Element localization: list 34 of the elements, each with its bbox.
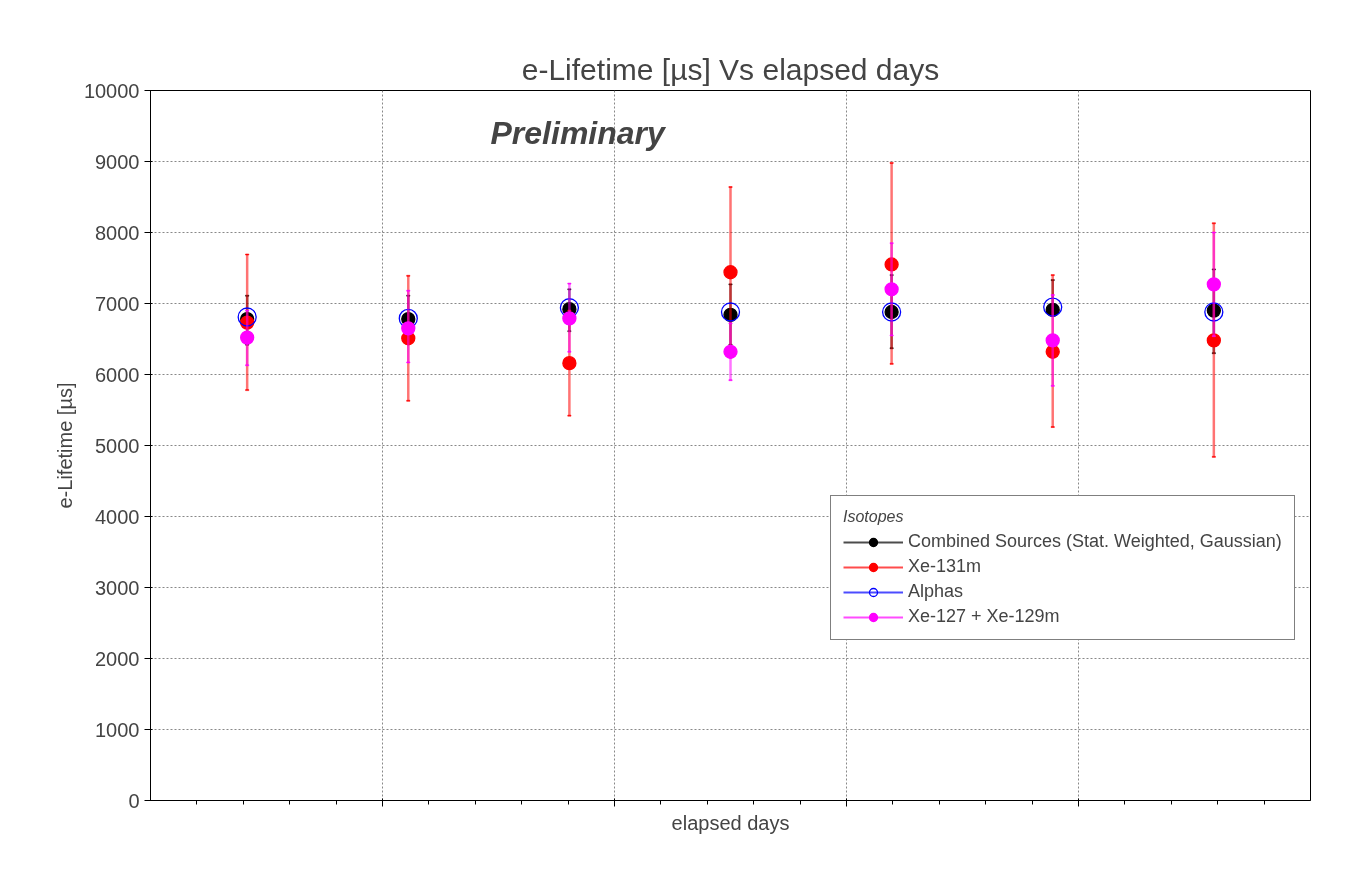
legend-title: Isotopes	[843, 508, 905, 526]
y-tick-label: 5000	[95, 434, 140, 457]
point	[1045, 302, 1060, 318]
point	[723, 265, 738, 280]
y-axis-title: e-Lifetime [µs]	[53, 382, 76, 509]
point	[720, 302, 741, 322]
annotation: Preliminary	[490, 114, 668, 151]
point	[1206, 333, 1221, 348]
y-tick-label: 6000	[95, 363, 140, 386]
chart-title: e-Lifetime [µs] Vs elapsed days	[521, 52, 940, 86]
point	[884, 257, 899, 272]
legend-label: Xe-127 + Xe-129m	[908, 606, 1060, 627]
point	[562, 356, 577, 371]
point	[1045, 333, 1060, 348]
y-tick-label: 4000	[95, 505, 140, 528]
point	[884, 282, 899, 297]
y-tick-label: 0	[128, 789, 140, 812]
y-tick-label: 7000	[95, 292, 140, 315]
y-tick-label: 9000	[95, 150, 140, 173]
y-tick-label: 2000	[95, 647, 140, 670]
y-tick-label: 8000	[95, 221, 140, 244]
x-axis-title: elapsed days	[671, 811, 790, 834]
point	[1206, 277, 1221, 292]
y-tick-label: 3000	[95, 576, 140, 599]
point	[723, 344, 738, 359]
legend-label: Xe-131m	[908, 556, 982, 577]
legend-label: Alphas	[908, 581, 964, 602]
y-tick-label: 10000	[83, 79, 140, 102]
point	[1043, 297, 1063, 317]
legend-label: Combined Sources (Stat. Weighted, Gaussian)	[908, 531, 1282, 552]
point	[240, 330, 255, 345]
point	[401, 321, 416, 336]
y-tick-label: 1000	[95, 718, 140, 741]
point	[562, 311, 577, 326]
